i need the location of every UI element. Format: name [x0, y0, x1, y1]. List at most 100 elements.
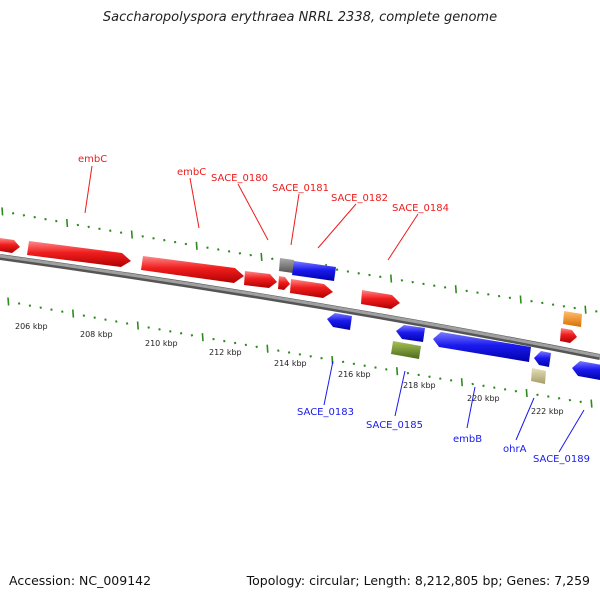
minor-tick: [163, 238, 166, 242]
gene-arrow-forward[interactable]: [27, 241, 131, 267]
minor-tick: [115, 320, 118, 323]
top-gene-label-texts: embC embC SACE_0180 SACE_0181 SACE_0182 …: [78, 154, 449, 214]
minor-tick: [379, 275, 382, 279]
minor-tick: [169, 330, 172, 333]
minor-tick: [357, 272, 360, 275]
major-tick: [260, 252, 263, 261]
minor-tick: [406, 371, 410, 375]
major-tick: [390, 274, 393, 283]
minor-tick: [87, 225, 90, 229]
gene-arrow-forward[interactable]: [560, 328, 577, 343]
major-tick: [136, 321, 139, 330]
gene-arrow-forward[interactable]: [278, 276, 290, 290]
minor-tick: [493, 386, 496, 389]
gene-label[interactable]: SACE_0189: [533, 454, 590, 465]
minor-tick: [152, 237, 155, 240]
minor-tick: [449, 379, 453, 382]
gene-arrow-reverse[interactable]: [433, 332, 531, 362]
gene-arrow-forward[interactable]: [361, 290, 400, 309]
minor-tick: [385, 368, 388, 371]
kbp-label: 222 kbp: [531, 407, 564, 416]
minor-tick: [346, 270, 350, 273]
minor-tick: [341, 360, 345, 364]
minor-tick: [271, 257, 274, 261]
gene-label[interactable]: SACE_0182: [331, 193, 388, 204]
gene-label[interactable]: embB: [453, 434, 482, 445]
minor-tick: [411, 280, 414, 284]
minor-tick: [233, 341, 237, 345]
gene-box-gray[interactable]: [279, 258, 294, 273]
minor-tick: [352, 362, 356, 366]
minor-tick: [368, 273, 371, 277]
gene-arrow-reverse[interactable]: [572, 361, 600, 380]
major-tick: [201, 333, 204, 342]
minor-tick: [255, 345, 258, 349]
gene-label[interactable]: SACE_0180: [211, 173, 268, 184]
gene-arrow-forward[interactable]: [244, 271, 277, 288]
gene-arrow-reverse[interactable]: [292, 261, 336, 281]
gene-arrow-reverse[interactable]: [534, 351, 551, 367]
gene-box-olive[interactable]: [391, 341, 421, 359]
major-tick: [454, 285, 457, 294]
minor-tick: [147, 326, 150, 329]
minor-tick: [55, 219, 58, 223]
minor-tick: [104, 318, 107, 321]
minor-tick: [487, 293, 490, 296]
minor-tick: [76, 223, 80, 227]
other-features: [279, 258, 582, 384]
gene-label[interactable]: SACE_0184: [392, 203, 449, 214]
minor-tick: [568, 398, 572, 402]
gene-arrow-reverse[interactable]: [327, 313, 352, 330]
gene-arrow-reverse[interactable]: [396, 325, 425, 342]
minor-tick: [471, 382, 474, 386]
minor-tick: [287, 351, 291, 354]
minor-tick: [503, 388, 507, 391]
minor-tick: [557, 397, 561, 400]
gene-label[interactable]: SACE_0183: [297, 407, 354, 418]
minor-tick: [17, 302, 21, 305]
major-tick: [266, 344, 269, 353]
minor-tick: [320, 356, 323, 360]
minor-tick: [119, 231, 123, 234]
major-tick: [519, 295, 522, 304]
kbp-label: 214 kbp: [274, 359, 307, 368]
gene-arrow-forward[interactable]: [0, 238, 20, 253]
minor-tick: [476, 291, 479, 294]
minor-tick: [173, 240, 177, 244]
minor-tick: [277, 349, 280, 352]
minor-tick: [374, 366, 377, 369]
minor-tick: [61, 310, 64, 313]
forward-strand-genes: [0, 238, 577, 343]
major-tick: [525, 388, 528, 398]
minor-tick: [98, 227, 101, 231]
minor-tick: [417, 373, 420, 377]
minor-tick: [309, 355, 312, 358]
minor-tick: [536, 393, 539, 397]
gene-arrow-forward[interactable]: [141, 256, 244, 283]
major-tick: [7, 297, 10, 306]
gene-label[interactable]: embC: [78, 154, 107, 165]
gene-arrow-forward[interactable]: [290, 279, 333, 298]
minor-tick: [22, 214, 26, 217]
minor-tick: [508, 296, 512, 300]
minor-tick: [363, 364, 366, 367]
gene-label[interactable]: ohrA: [503, 444, 527, 455]
minor-tick: [227, 250, 231, 253]
kbp-labels: 206 kbp 208 kbp 210 kbp 212 kbp 214 kbp …: [15, 322, 564, 416]
kbp-label: 216 kbp: [338, 370, 371, 379]
gene-box-orange[interactable]: [563, 311, 582, 327]
bottom-gene-label-texts: SACE_0183 SACE_0185 embB ohrA SACE_0189: [297, 407, 590, 465]
minor-tick: [335, 268, 339, 271]
kbp-label: 220 kbp: [467, 394, 500, 403]
gene-label[interactable]: embC: [177, 167, 206, 178]
major-tick: [584, 305, 587, 314]
minor-tick: [238, 252, 242, 255]
minor-tick: [28, 304, 32, 307]
gene-label[interactable]: SACE_0181: [272, 183, 329, 194]
major-tick: [590, 399, 593, 408]
minor-tick: [212, 337, 215, 341]
gene-label[interactable]: SACE_0185: [366, 420, 423, 431]
minor-tick: [482, 384, 485, 388]
gene-box-tan[interactable]: [531, 368, 546, 384]
